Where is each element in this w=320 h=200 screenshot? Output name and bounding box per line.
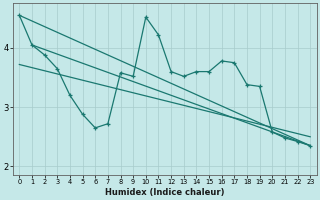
X-axis label: Humidex (Indice chaleur): Humidex (Indice chaleur) xyxy=(105,188,225,197)
